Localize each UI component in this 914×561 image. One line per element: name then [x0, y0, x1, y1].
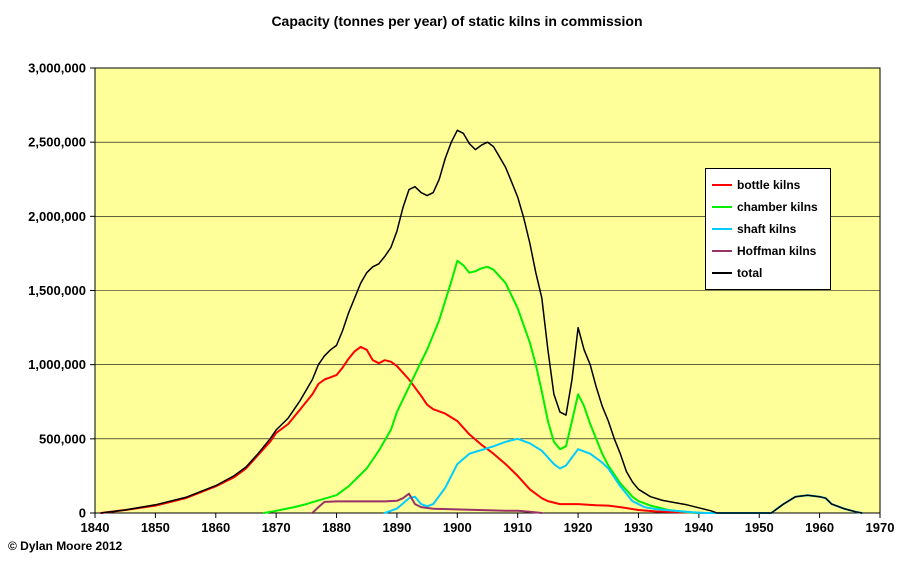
series-bottle-kilns	[100, 345, 706, 514]
x-tick-label: 1910	[503, 520, 532, 535]
legend-line-swatch	[712, 206, 732, 208]
x-tick-label: 1850	[141, 520, 170, 535]
y-tick-label: 2,000,000	[28, 209, 86, 224]
series-lines	[100, 129, 863, 514]
y-tick-label: 3,000,000	[28, 61, 86, 76]
x-tick-label: 1890	[382, 520, 411, 535]
legend-label: shaft kilns	[737, 222, 797, 236]
x-tick-label: 1840	[81, 520, 110, 535]
x-tick-label: 1870	[262, 520, 291, 535]
y-tick-label: 1,000,000	[28, 357, 86, 372]
legend-line-swatch	[712, 228, 732, 230]
series-total	[100, 129, 863, 514]
x-tick-label: 1960	[805, 520, 834, 535]
legend-label: chamber kilns	[737, 200, 818, 214]
series-chamber-kilns	[263, 259, 700, 514]
x-axis: 1840 1850 1860 1870 1880 1890 1900 1910 1920 1930…	[81, 513, 895, 535]
x-tick-label: 1880	[322, 520, 351, 535]
legend-line-swatch	[712, 272, 732, 274]
legend-entry-bottle-kilns: bottle kilns	[712, 174, 824, 196]
x-tick-label: 1930	[624, 520, 653, 535]
legend-entry-shaft-kilns: shaft kilns	[712, 218, 824, 240]
x-tick-label: 1860	[201, 520, 230, 535]
legend-entry-total: total	[712, 262, 824, 284]
legend-line-swatch	[712, 184, 732, 186]
legend-label: bottle kilns	[737, 178, 801, 192]
y-tick-label: 500,000	[39, 431, 86, 446]
legend-line-swatch	[712, 250, 732, 252]
x-tick-label: 1940	[684, 520, 713, 535]
copyright-text: © Dylan Moore 2012	[8, 539, 123, 553]
x-tick-label: 1970	[866, 520, 895, 535]
x-tick-label: 1900	[443, 520, 472, 535]
x-tick-label: 1950	[745, 520, 774, 535]
series-hoffman-kilns	[311, 492, 543, 514]
y-tick-label: 2,500,000	[28, 135, 86, 150]
legend-entry-hoffman-kilns: Hoffman kilns	[712, 240, 824, 262]
y-tick-label: 1,500,000	[28, 283, 86, 298]
x-tick-label: 1920	[564, 520, 593, 535]
chart-legend: bottle kilns chamber kilns shaft kilns Hoff…	[705, 168, 831, 290]
legend-label: total	[737, 266, 763, 280]
legend-entry-chamber-kilns: chamber kilns	[712, 196, 824, 218]
chart-title: Capacity (tonnes per year) of static kil…	[271, 13, 643, 29]
y-tick-label: 0	[79, 506, 86, 521]
legend-label: Hoffman kilns	[737, 244, 817, 258]
